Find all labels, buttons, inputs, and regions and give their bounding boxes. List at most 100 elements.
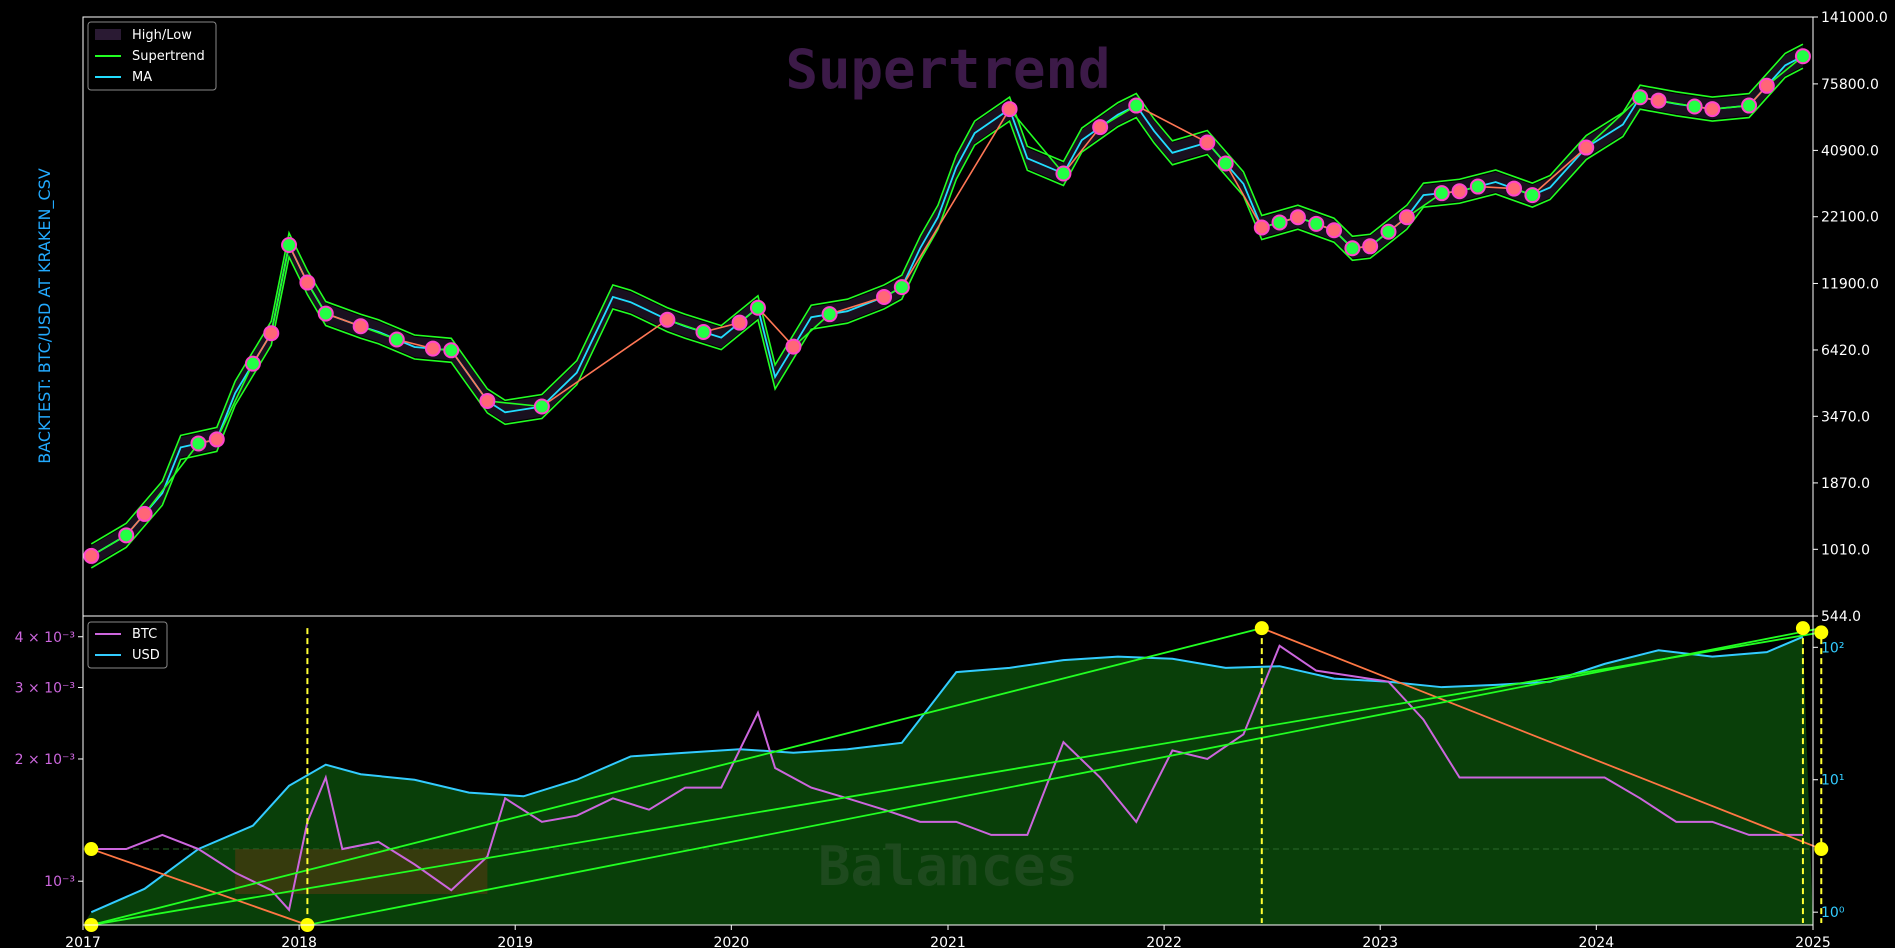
trend-line [91,631,1822,926]
trade-connector [450,349,489,402]
x-tick-label: 2023 [1362,935,1398,948]
trade-marker [208,431,225,448]
balance-marker [1254,621,1269,636]
legend-ma: MA [132,70,152,85]
price-y-tick-label: 1010.0 [1821,542,1870,558]
trade-marker [1308,215,1325,232]
trade-marker [1704,101,1721,118]
trade-marker [1217,155,1234,172]
price-ticks: 544.0 1010.0 1870.0 3470.0 6420.0 11900.0 2210… [1813,10,1888,625]
trade-markers [83,48,1811,564]
btc-y-tick-label: 10⁻³ [44,874,75,890]
supertrend-upper-line [90,43,1804,545]
balances-legend: BTC USD [87,621,168,669]
trade-marker [479,392,496,409]
trade-marker [424,340,441,357]
price-panel-watermark: Supertrend [785,38,1110,101]
trend-line [1261,627,1822,850]
trade-marker [1741,97,1758,114]
x-tick-label: 2021 [930,935,966,948]
trade-marker [821,306,838,323]
trade-connector [901,108,1011,288]
btc-y-tick-label: 4 × 10⁻³ [15,630,75,646]
trade-connector [143,442,200,515]
price-y-tick-label: 22100.0 [1821,210,1879,226]
balance-marker [1814,625,1829,640]
balances-trend-lines [90,627,1823,926]
price-y-tick-label: 544.0 [1821,609,1861,625]
trade-marker [317,305,334,322]
trade-marker [1326,222,1343,239]
trade-marker [731,314,748,331]
usd-y-tick-label: 10⁰ [1821,905,1845,921]
trade-connector [1531,146,1587,196]
legend-btc: BTC [132,627,157,642]
legend-high-low-swatch [95,29,121,40]
supertrend-lower-line [90,67,1804,569]
btc-line [91,644,1803,912]
balances-panel: Balances 4 × 10⁻³ 3 × 10⁻³ 2 × 10⁻³ 10⁻³ 10²… [15,615,1845,932]
trade-marker [244,355,261,372]
trade-marker [281,237,298,254]
price-legend: High/Low Supertrend MA [87,21,217,91]
x-tick-label: 2020 [713,935,749,948]
trend-line [307,627,1822,926]
x-tick-label: 2018 [281,935,317,948]
trade-marker [659,311,676,328]
x-tick-label: 2024 [1578,935,1614,948]
trade-marker [1524,187,1541,204]
usd-y-tick-label: 10² [1821,640,1844,656]
balance-marker [84,842,99,857]
trade-marker [893,279,910,296]
trade-marker [1055,165,1072,182]
x-tick-label: 2022 [1146,935,1182,948]
trade-connector [1135,104,1208,144]
btc-y-tick-label: 3 × 10⁻³ [15,680,75,696]
trade-marker [299,274,316,291]
trade-connector [757,307,795,348]
trade-marker [118,527,135,544]
trade-connector [270,244,290,334]
trade-marker [695,324,712,341]
trade-marker [443,342,460,359]
trade-marker [876,288,893,305]
trade-marker [1632,89,1649,106]
trade-marker [190,435,207,452]
btc-y-tick-label: 2 × 10⁻³ [15,752,75,768]
price-y-tick-label: 40900.0 [1821,143,1879,159]
trade-marker [1686,98,1703,115]
trade-marker [1362,238,1379,255]
legend-high-low: High/Low [132,28,192,43]
x-tick-label: 2019 [497,935,533,948]
balances-markers [84,621,1829,932]
trade-marker [1650,92,1667,109]
trade-marker [83,547,100,564]
trade-marker [533,398,550,415]
x-axis-ticks: 2017 2018 2019 2020 2021 2022 2023 2024 2025 [65,925,1831,948]
balances-ticks: 4 × 10⁻³ 3 × 10⁻³ 2 × 10⁻³ 10⁻³ 10² 10¹ 10⁰ [15,630,1845,921]
trend-line [90,848,308,926]
trade-connector [829,296,885,315]
trade-marker [263,325,280,342]
price-y-tick-label: 141000.0 [1821,10,1888,26]
trade-connector [541,319,668,408]
trade-marker [1344,240,1361,257]
trade-marker [1578,139,1595,156]
trade-marker [1469,178,1486,195]
trade-marker [1128,97,1145,114]
trade-marker [136,505,153,522]
trade-marker [1451,183,1468,200]
balances-panel-watermark: Balances [818,835,1078,898]
trade-marker [1289,209,1306,226]
trend-line [91,627,1263,926]
trade-connector [1224,163,1263,228]
trade-marker [1271,214,1288,231]
price-y-axis-label: BACKTEST: BTC/USD AT KRAKEN_CSV [35,168,55,464]
trade-marker [785,338,802,355]
trade-connector [792,313,831,348]
balance-marker [1795,621,1810,636]
price-panel: Supertrend BACKTEST: BTC/USD AT KRAKEN_C… [35,10,1888,625]
price-plot-area [83,17,1813,616]
x-tick-label: 2025 [1795,935,1831,948]
